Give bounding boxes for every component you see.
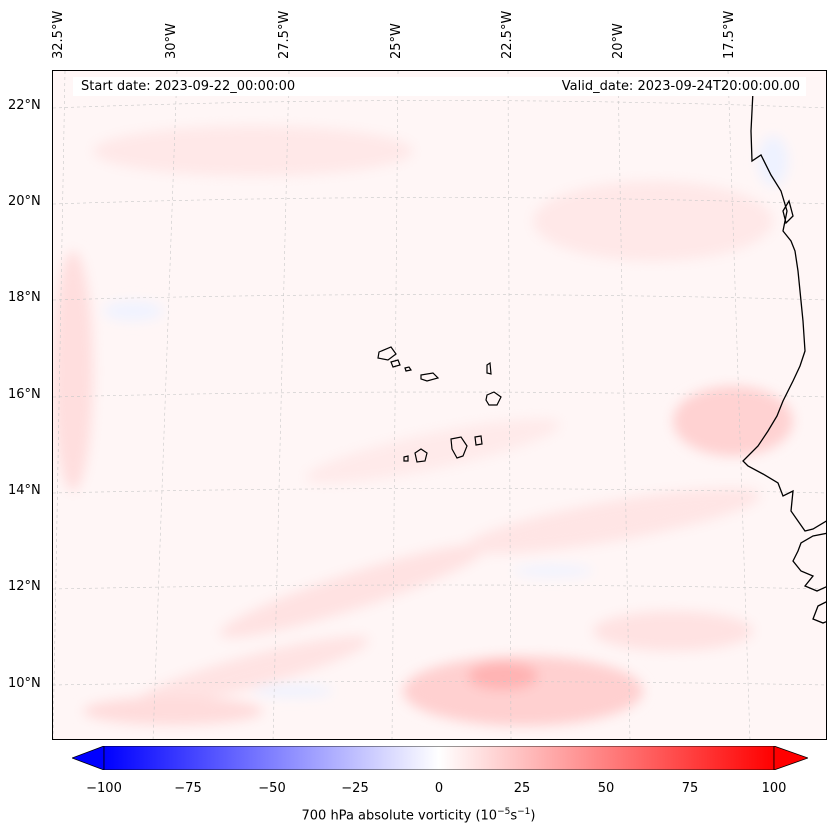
colorbar-tick: −75 xyxy=(174,781,202,796)
lat-label-20n: 20°N xyxy=(8,194,41,209)
colorbar-label: 700 hPa absolute vorticity (10−5s−1) xyxy=(0,807,837,823)
colorbar-tick: −25 xyxy=(341,781,369,796)
cape-verde-islands xyxy=(377,346,502,463)
lon-label-22-5w: 22.5°W xyxy=(500,10,515,59)
map-frame[interactable]: Start date: 2023-09-22_00:00:00 Valid_da… xyxy=(52,70,827,740)
lat-label-14n: 14°N xyxy=(8,483,41,498)
lat-label-12n: 12°N xyxy=(8,579,41,594)
lon-label-30w: 30°W xyxy=(164,23,179,59)
colorbar-extend-low xyxy=(72,746,105,770)
lat-label-22n: 22°N xyxy=(8,98,41,113)
lon-label-20w: 20°W xyxy=(611,23,626,59)
start-date: Start date: 2023-09-22_00:00:00 xyxy=(79,79,298,94)
colorbar-tick: 50 xyxy=(597,781,615,796)
colorbar-tick: −100 xyxy=(86,781,122,796)
colorbar-label-exp1: −5 xyxy=(497,807,511,817)
coastline xyxy=(742,90,826,624)
lon-label-25w: 25°W xyxy=(389,23,404,59)
colorbar-label-unit: s xyxy=(510,808,518,824)
colorbar-tick: −50 xyxy=(258,781,286,796)
lon-label-32-5w: 32.5°W xyxy=(51,10,66,59)
lat-label-18n: 18°N xyxy=(8,290,41,305)
colorbar-tick: 75 xyxy=(681,781,699,796)
lat-label-10n: 10°N xyxy=(8,676,41,691)
colorbar-extend-high xyxy=(773,746,808,770)
valid-date: Valid_date: 2023-09-24T20:00:00.00 xyxy=(559,79,802,94)
lon-label-17-5w: 17.5°W xyxy=(722,10,737,59)
colorbar-label-end: ) xyxy=(530,808,536,824)
colorbar-tick: 25 xyxy=(513,781,531,796)
colorbar-body xyxy=(103,746,775,770)
vorticity-map xyxy=(53,71,826,739)
colorbar xyxy=(72,746,808,770)
colorbar-label-text: 700 hPa absolute vorticity (10 xyxy=(301,808,498,824)
lon-label-27-5w: 27.5°W xyxy=(277,10,292,59)
graticule xyxy=(53,71,826,739)
colorbar-tick: 100 xyxy=(761,781,787,796)
colorbar-tick: 0 xyxy=(434,781,444,796)
vorticity-field xyxy=(53,126,793,726)
colorbar-label-exp2: −1 xyxy=(517,807,531,817)
lat-label-16n: 16°N xyxy=(8,387,41,402)
